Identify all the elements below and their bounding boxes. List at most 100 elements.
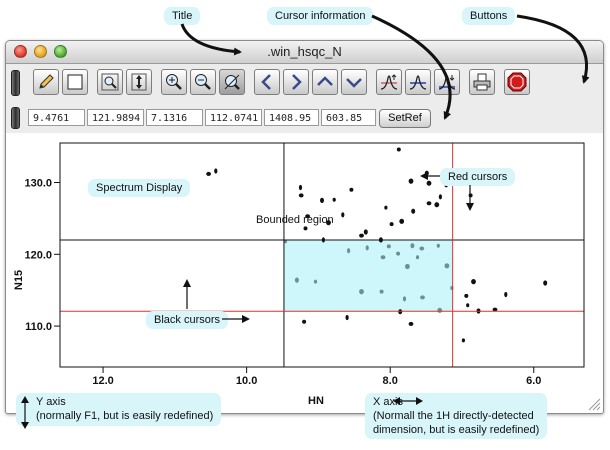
peak-point: [466, 303, 470, 308]
rectangle-button[interactable]: [62, 69, 88, 95]
y-tick-label: 110.0: [25, 321, 52, 333]
peak-point: [305, 214, 310, 219]
peak-point: [408, 178, 414, 184]
contour-up-button[interactable]: [376, 69, 402, 95]
callout-red-cursors: Red cursors: [440, 168, 516, 186]
cursor-value-field[interactable]: 603.85: [321, 109, 376, 126]
callout-spectrum-display: Spectrum Display: [88, 179, 191, 197]
pan-up-button[interactable]: [312, 69, 338, 95]
print-button[interactable]: [469, 69, 495, 95]
peak-point: [402, 296, 407, 302]
peak-point: [345, 314, 349, 321]
x-axis-note-line-1: (Normall the 1H directly-detected: [373, 410, 534, 422]
peak-point: [461, 338, 465, 343]
peak-point: [214, 168, 218, 174]
peak-point: [410, 243, 415, 249]
setref-button[interactable]: SetRef: [379, 109, 431, 128]
cursor-value-field[interactable]: 7.1316: [146, 109, 203, 126]
peak-point: [396, 147, 401, 152]
pencil-icon: [39, 74, 54, 89]
cursor-value-field[interactable]: 112.0741: [205, 109, 262, 126]
stop-icon: [507, 72, 527, 92]
resize-grip-icon[interactable]: [587, 397, 601, 411]
y-axis-note: (normally F1, but is easily redefined): [36, 410, 214, 422]
callout-y-axis: Y axis (normally F1, but is easily redef…: [16, 393, 222, 426]
peak-point: [504, 291, 508, 298]
y-axis-label: N15: [13, 270, 25, 290]
peak-point: [359, 289, 364, 295]
peak-point: [365, 245, 369, 251]
peak-point: [379, 289, 384, 294]
zoom-out-icon: [195, 74, 211, 90]
peak-point: [303, 226, 308, 231]
callout-x-axis: X axis (Normall the 1H directly-detected…: [365, 393, 548, 439]
peak-blue-icon: [409, 75, 427, 90]
x-axis-note-line-2: dimension, but is easily redefined): [373, 424, 540, 436]
x-tick-label: 10.0: [236, 375, 257, 387]
peak-point: [437, 307, 443, 313]
pan-right-button[interactable]: [283, 69, 309, 95]
pan-down-button[interactable]: [341, 69, 367, 95]
contour-blue-button[interactable]: [405, 69, 431, 95]
peak-point: [426, 180, 432, 186]
toolbar-grip-handle[interactable]: [11, 70, 20, 96]
peak-point: [444, 263, 450, 269]
zoom-full-icon: [224, 74, 240, 90]
pan-left-button[interactable]: [254, 69, 280, 95]
zoom-vertical-button[interactable]: [126, 69, 152, 95]
peak-point: [399, 218, 405, 224]
x-tick-label: 6.0: [526, 375, 541, 387]
zoom-window-button[interactable]: [54, 45, 67, 58]
peak-point: [294, 277, 299, 283]
printer-icon: [473, 73, 491, 91]
peak-point: [206, 171, 212, 176]
cursor-info-bar: 9.4761 121.9894 7.1316 112.0741 1408.95 …: [6, 105, 603, 131]
cursor-bar-grip-handle[interactable]: [11, 107, 20, 129]
cursor-value-field[interactable]: 121.9894: [87, 109, 144, 126]
callout-buttons: Buttons: [462, 7, 516, 25]
peak-point: [408, 321, 414, 326]
peak-point: [380, 255, 386, 260]
peak-point: [384, 205, 388, 210]
pencil-button[interactable]: [33, 69, 59, 95]
peak-point: [424, 170, 429, 176]
callout-title: Title: [164, 7, 201, 25]
peak-point: [349, 187, 354, 192]
x-tick-label: 8.0: [383, 375, 398, 387]
x-axis-label: HN: [308, 395, 324, 407]
cursor-value-field[interactable]: 1408.95: [264, 109, 319, 126]
peak-point: [471, 279, 476, 285]
peak-point: [313, 279, 318, 284]
title-bar[interactable]: .win_hsqc_N: [6, 41, 603, 64]
chevron-right-icon: [292, 74, 302, 90]
zoom-in-icon: [166, 74, 182, 90]
chevron-down-icon: [346, 78, 362, 88]
stop-button[interactable]: [504, 69, 530, 95]
spectrum-plot[interactable]: 12.0 10.0 8.0 6.0 110.0 120.0 130.0 N15 HN: [6, 133, 603, 413]
zoom-in-button[interactable]: [161, 69, 187, 95]
window-title: .win_hsqc_N: [267, 44, 342, 59]
toolbar: [6, 64, 603, 104]
peak-point: [464, 293, 469, 298]
peak-down-icon: [438, 75, 456, 90]
peak-point: [326, 220, 331, 226]
peak-point: [363, 229, 368, 235]
peak-point: [386, 244, 391, 249]
cursor-value-field[interactable]: 9.4761: [28, 109, 85, 126]
peak-point: [302, 319, 307, 324]
hsqc-window: .win_hsqc_N 9.4761 121.9894 7.1316 112.0…: [5, 40, 604, 414]
x-tick-label: 12.0: [92, 375, 113, 387]
peak-point: [438, 194, 442, 200]
peak-point: [359, 233, 364, 238]
rectangle-icon: [67, 74, 83, 90]
peak-point: [426, 201, 432, 206]
zoom-box-button[interactable]: [97, 69, 123, 95]
peak-point: [419, 246, 425, 251]
vertical-zoom-icon: [131, 73, 147, 91]
contour-down-button[interactable]: [434, 69, 460, 95]
close-window-button[interactable]: [14, 45, 27, 58]
zoom-out-button[interactable]: [190, 69, 216, 95]
zoom-full-button[interactable]: [219, 69, 245, 95]
minimize-window-button[interactable]: [34, 45, 47, 58]
peak-point: [389, 222, 394, 227]
